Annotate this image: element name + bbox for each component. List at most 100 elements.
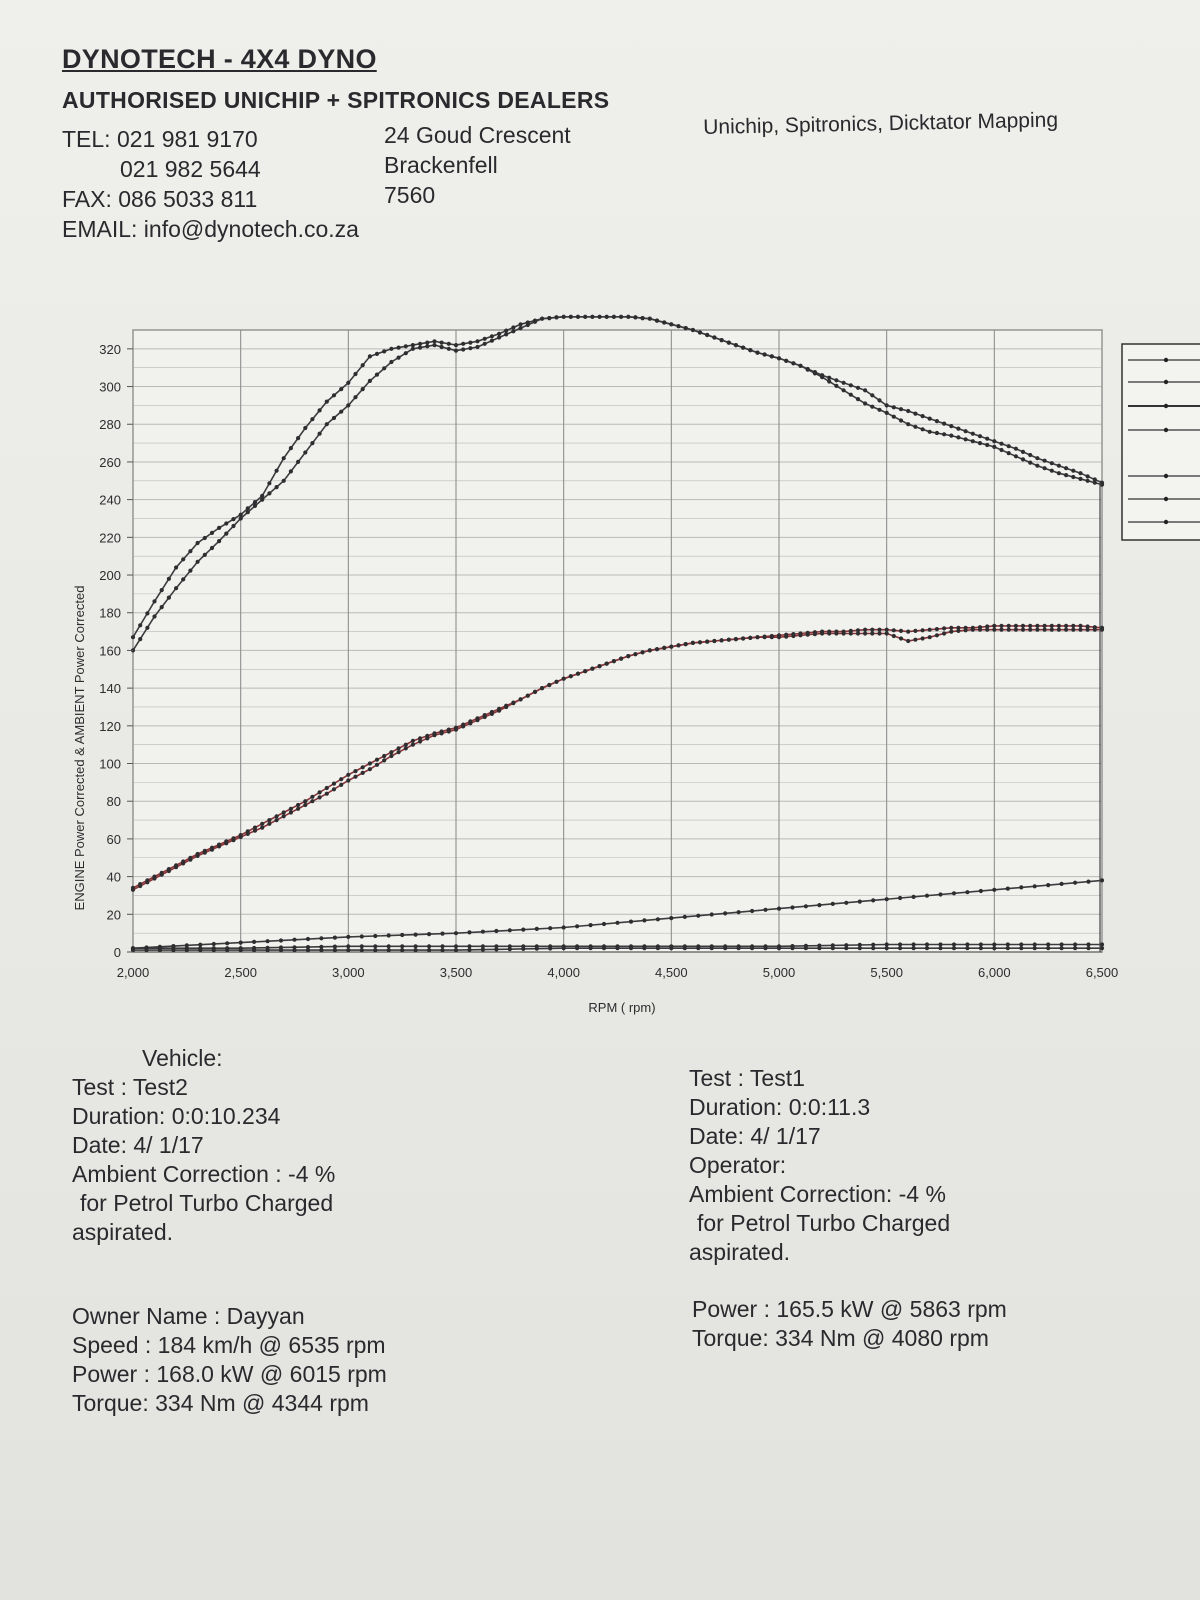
series-point [1013, 446, 1019, 451]
series-point [956, 628, 961, 633]
address-suburb: Brackenfell [384, 152, 498, 178]
series-point [992, 946, 997, 951]
series-point [209, 530, 215, 535]
test2-torque: Torque: 334 Nm @ 4344 rpm [72, 1390, 369, 1416]
series-point [626, 314, 631, 319]
series-point [588, 923, 593, 928]
y-tick-label: 180 [99, 606, 121, 621]
series-point [497, 335, 502, 340]
series-point [590, 666, 595, 671]
series-point [999, 447, 1004, 453]
series-point [467, 930, 472, 935]
series-point [736, 910, 741, 915]
series-point [184, 948, 189, 953]
series-point [750, 908, 755, 914]
series-point [359, 944, 364, 949]
series-point [1099, 627, 1105, 632]
series-point [965, 946, 970, 951]
series-point [1028, 623, 1033, 628]
series-point [181, 861, 186, 866]
series-point [705, 639, 710, 644]
series-point [769, 635, 774, 640]
series-point [719, 338, 724, 343]
series-point [1099, 942, 1105, 947]
series-point [225, 941, 230, 946]
series-point [748, 635, 753, 640]
series-point [1042, 627, 1047, 632]
series-point [1005, 946, 1010, 951]
series-point [382, 366, 387, 371]
series-point [468, 346, 473, 351]
series-point [683, 642, 688, 647]
series-point [985, 436, 990, 441]
series-point [413, 944, 418, 949]
series-point [942, 626, 947, 631]
series-point [970, 627, 975, 632]
series-point [1028, 627, 1033, 632]
series-point [841, 631, 846, 636]
series-point [1049, 623, 1054, 628]
x-axis-label: RPM ( rpm) [588, 1000, 655, 1015]
series-point [181, 557, 186, 562]
email-line: EMAIL: info@dynotech.co.za [62, 216, 359, 242]
series-point [1086, 879, 1091, 884]
series-point [138, 883, 143, 889]
series-point [195, 853, 200, 859]
series-point [992, 942, 997, 947]
series-point [281, 810, 286, 815]
series-point [1078, 476, 1083, 481]
series-point [432, 339, 437, 344]
series-point [418, 739, 423, 744]
x-tick-label: 3,000 [332, 965, 365, 980]
series-point [439, 731, 444, 736]
series-point [855, 385, 861, 390]
series-point [209, 545, 215, 551]
series-point [911, 946, 916, 951]
test1-info: Test : Test1 Duration: 0:0:11.3 Date: 4/… [689, 1064, 950, 1267]
series-point [1020, 457, 1026, 462]
series-point [440, 948, 445, 953]
series-point [830, 946, 835, 951]
series-point [891, 628, 896, 633]
series-point [446, 729, 451, 734]
series-point [938, 946, 943, 951]
series-point [467, 947, 472, 953]
vehicle-label: Vehicle: [142, 1045, 223, 1071]
series-point [776, 635, 782, 640]
series-point [396, 746, 401, 751]
series-point [669, 322, 674, 327]
series-point [138, 623, 143, 628]
series-point [461, 347, 466, 352]
series-point [834, 631, 839, 636]
series-point [884, 627, 889, 632]
series-point [640, 316, 645, 321]
series-point [999, 627, 1004, 632]
series-point [453, 727, 459, 732]
series-point [913, 637, 918, 642]
series-point [400, 948, 405, 953]
x-tick-label: 5,000 [763, 965, 796, 980]
series-point [278, 938, 284, 943]
series-point [159, 872, 164, 877]
series-point [1099, 946, 1105, 951]
series-point [877, 627, 882, 632]
series-point [260, 493, 265, 498]
series-point [844, 943, 849, 948]
series-point [942, 631, 947, 636]
series-point [504, 328, 509, 333]
series-point [339, 777, 344, 782]
series-point [633, 652, 638, 657]
series-point [339, 387, 344, 392]
series-point [296, 806, 301, 811]
series-point [157, 948, 162, 953]
series-point [750, 946, 755, 951]
series-point [992, 627, 997, 632]
series-point [373, 944, 378, 949]
series-point [927, 627, 932, 632]
series-point [978, 888, 984, 894]
series-point [841, 388, 846, 393]
series-point [418, 736, 423, 741]
series-point [353, 395, 358, 400]
test1-summary: Power : 165.5 kW @ 5863 rpm Torque: 334 … [692, 1295, 1007, 1353]
series-point [949, 625, 954, 630]
